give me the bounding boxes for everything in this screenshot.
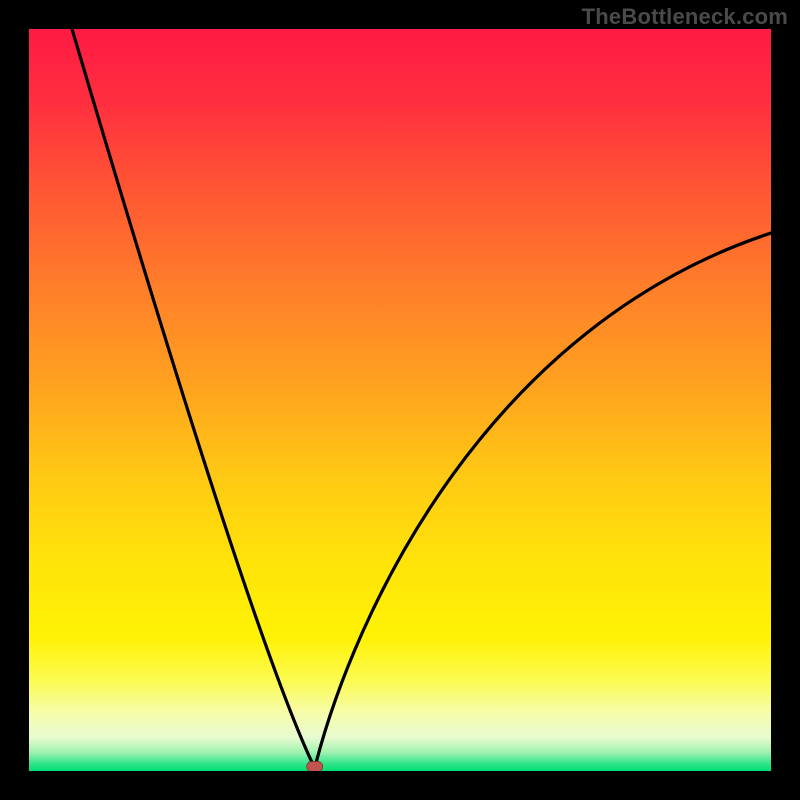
chart-frame: TheBottleneck.com (0, 0, 800, 800)
gradient-background (29, 29, 771, 771)
optimal-point-marker (307, 762, 323, 771)
bottleneck-chart (29, 29, 771, 771)
plot-area (29, 29, 771, 771)
watermark-text: TheBottleneck.com (582, 4, 788, 30)
